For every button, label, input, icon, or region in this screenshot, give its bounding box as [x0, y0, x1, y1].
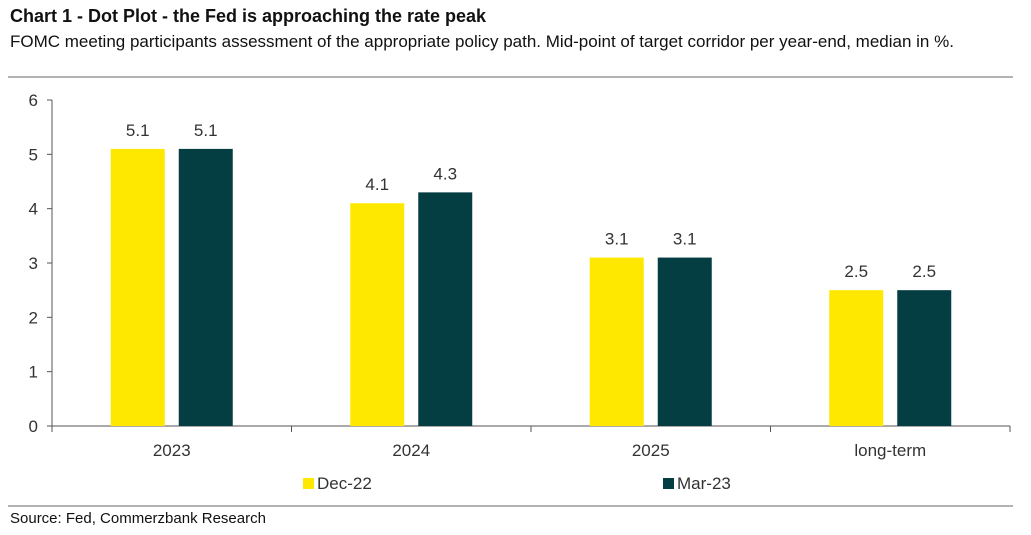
bar — [589, 257, 644, 426]
bar-value-label: 2.5 — [844, 262, 868, 281]
bar-value-label: 5.1 — [126, 121, 150, 140]
bar — [178, 148, 233, 426]
x-tick-label: long-term — [854, 441, 926, 460]
y-tick-label: 2 — [29, 308, 38, 327]
bar-value-label: 4.1 — [365, 175, 389, 194]
x-tick-label: 2023 — [153, 441, 191, 460]
chart-subtitle: FOMC meeting participants assessment of … — [10, 32, 954, 51]
y-tick-label: 0 — [29, 417, 38, 436]
y-tick-label: 3 — [29, 254, 38, 273]
chart-title: Chart 1 - Dot Plot - the Fed is approach… — [10, 6, 487, 26]
chart-value-labels: 5.1 5.1 4.1 4.3 3.1 3.1 2.5 2.5 — [126, 121, 936, 281]
y-tick-label: 5 — [29, 145, 38, 164]
bar-value-label: 4.3 — [433, 164, 457, 183]
legend-swatch — [303, 478, 314, 489]
y-tick-label: 4 — [29, 200, 38, 219]
bar-value-label: 2.5 — [912, 262, 936, 281]
bottom-divider — [8, 505, 1013, 507]
legend-label: Dec-22 — [317, 474, 372, 493]
bar — [657, 257, 712, 426]
bar — [110, 148, 165, 426]
y-tick-label: 6 — [29, 91, 38, 110]
bar-value-label: 3.1 — [673, 230, 697, 249]
source-note: Source: Fed, Commerzbank Research — [10, 510, 266, 527]
legend-swatch — [663, 478, 674, 489]
chart-bars — [110, 148, 952, 426]
legend-label: Mar-23 — [677, 474, 731, 493]
bar — [829, 290, 884, 426]
x-tick-label: 2025 — [632, 441, 670, 460]
y-tick-label: 1 — [29, 363, 38, 382]
bar-chart: 0 1 2 3 4 5 6 2023 2024 2025 long-term 5.1 5.1 4.1 4.… — [29, 91, 1011, 493]
x-tick-label: 2024 — [392, 441, 430, 460]
bar-value-label: 3.1 — [605, 230, 629, 249]
bar — [350, 203, 405, 426]
chart-legend: Dec-22 Mar-23 — [303, 474, 731, 493]
top-divider — [8, 76, 1013, 78]
bar — [897, 290, 952, 426]
bar — [418, 192, 473, 426]
bar-value-label: 5.1 — [194, 121, 218, 140]
